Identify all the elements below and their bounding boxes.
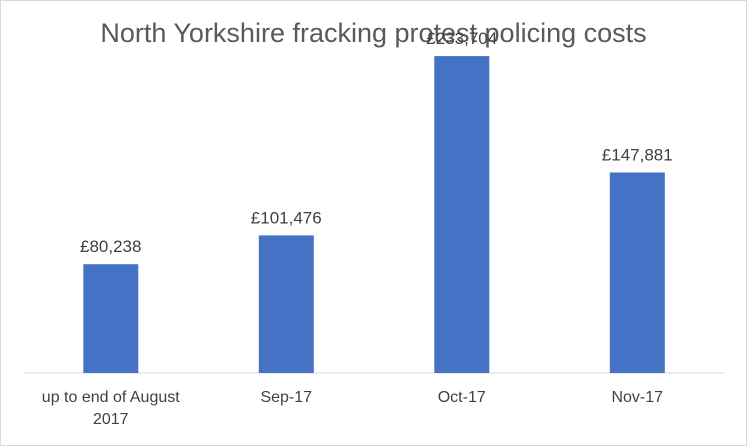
chart-title: North Yorkshire fracking protest policin… <box>100 18 647 48</box>
x-tick-label: Oct-17 <box>438 389 486 406</box>
x-tick-label: Sep-17 <box>260 389 312 406</box>
data-label: £80,238 <box>80 237 141 256</box>
x-tick-label: up to end of August <box>42 389 180 406</box>
bar <box>83 264 139 373</box>
x-tick-label: Nov-17 <box>611 389 663 406</box>
bar <box>434 56 490 373</box>
data-label: £233,704 <box>426 29 497 48</box>
bar <box>258 235 314 373</box>
data-label: £147,881 <box>602 146 673 165</box>
bar <box>609 172 665 373</box>
data-label: £101,476 <box>251 208 322 227</box>
x-tick-label: 2017 <box>93 411 129 428</box>
